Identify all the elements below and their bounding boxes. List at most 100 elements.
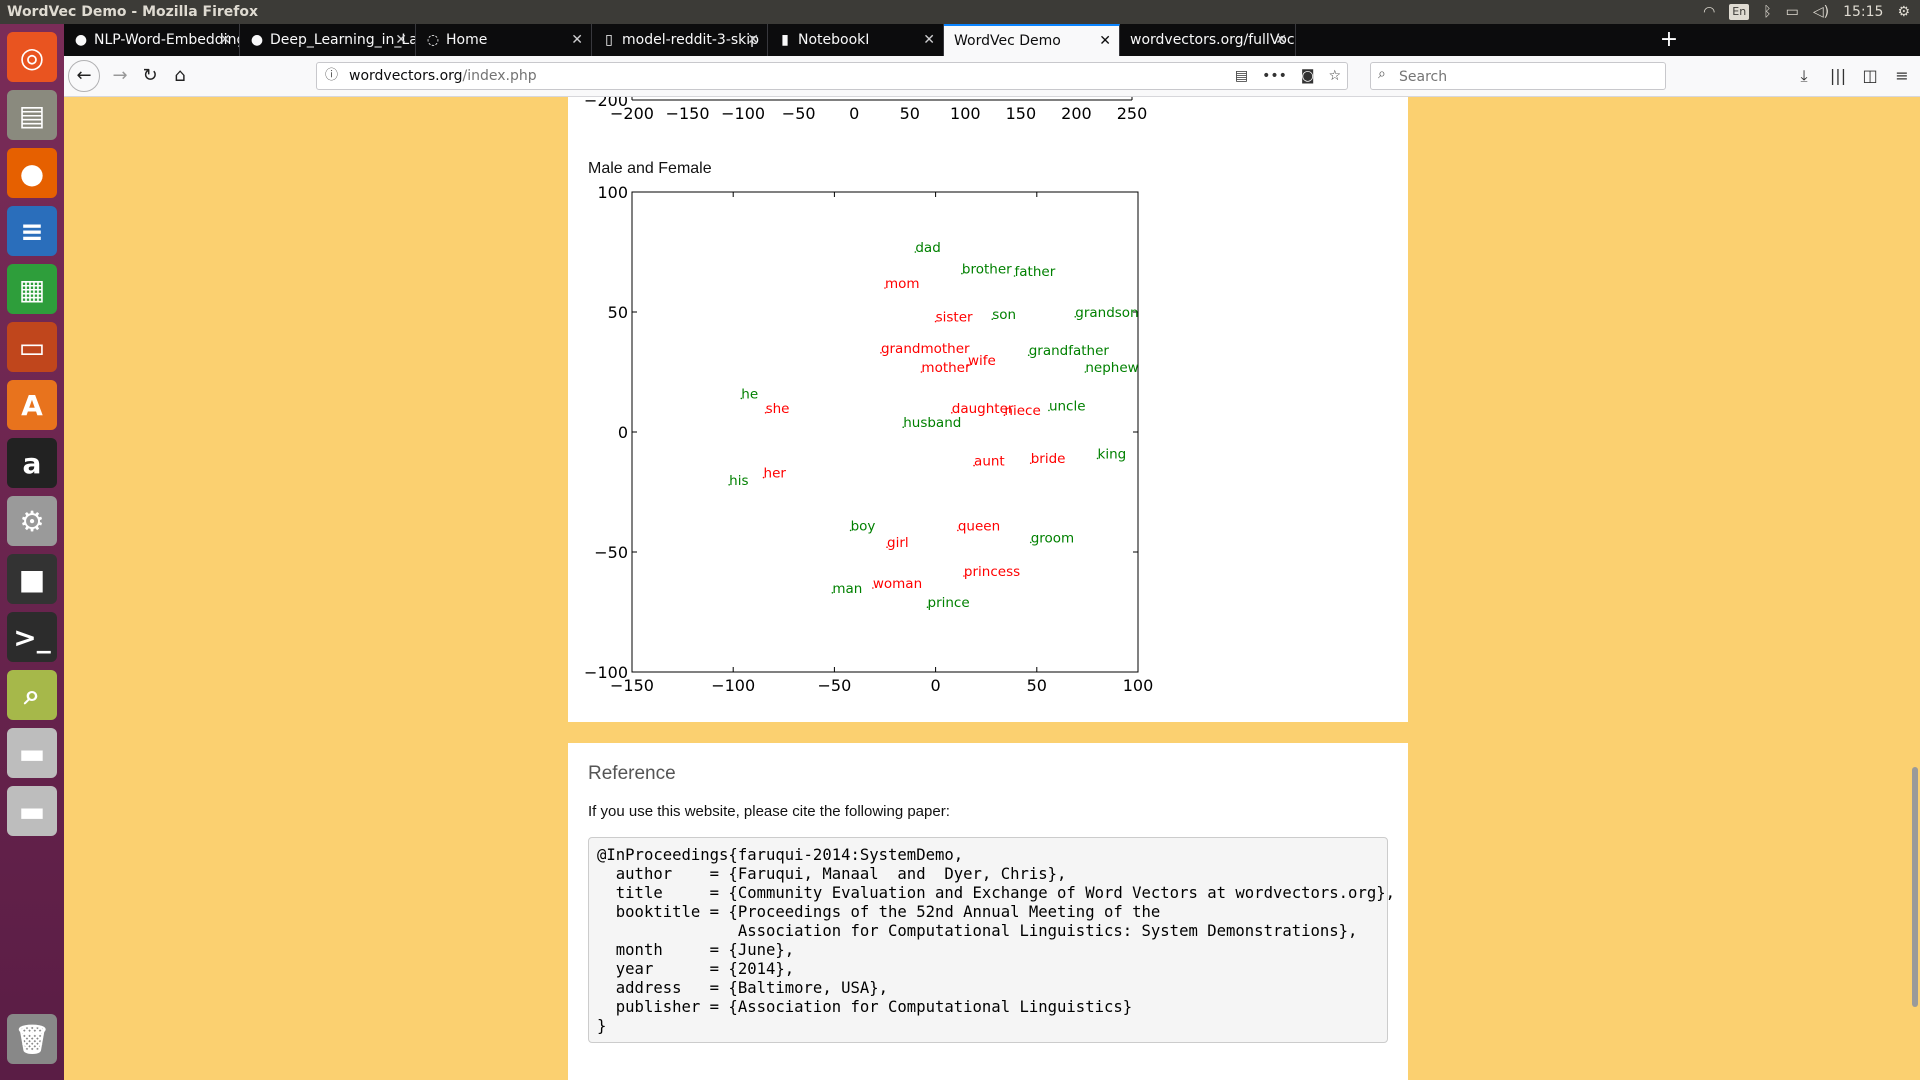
data-point <box>740 397 743 400</box>
data-point <box>920 371 923 373</box>
battery-icon[interactable]: ▭ <box>1785 4 1799 20</box>
plot-frame <box>631 191 1139 673</box>
tab-6[interactable]: WordVec Demo ✕ <box>944 24 1120 56</box>
site-info-icon[interactable]: ⓘ <box>325 68 339 83</box>
search-icon: ⌕ <box>1378 66 1386 82</box>
keyboard-layout-indicator[interactable]: En <box>1729 4 1750 20</box>
volume-icon[interactable]: ◁) <box>1812 4 1830 20</box>
url-bar[interactable]: ⓘ wordvectors.org/index.php ▤ ••• ◙ ☆ <box>316 62 1348 90</box>
word-label-she: she <box>766 401 790 417</box>
word-label-king: king <box>1098 446 1127 462</box>
reader-view-icon[interactable]: ▤ <box>1234 68 1249 84</box>
x-tick-label: 50 <box>1027 676 1047 695</box>
tab-label: NLP-Word-Embeddings <box>94 32 240 48</box>
new-tab-button[interactable]: + <box>1659 27 1679 52</box>
system-settings-icon[interactable]: ⚙ <box>7 496 57 546</box>
download-icon: ⤓ <box>1800 66 1808 85</box>
tab-2[interactable]: ● Deep_Learning_in_Lang✕ <box>240 24 416 56</box>
word-label-grandfather: grandfather <box>1029 343 1110 359</box>
scatter-plot-male-female: −150 −100 −50 0 50 100100500−50−100dadbrother… <box>584 183 1153 695</box>
files-icon[interactable]: ▤ <box>7 90 57 140</box>
word-label-queen: queen <box>958 518 1000 534</box>
firefox-icon[interactable]: ● <box>7 148 57 198</box>
tab-close-icon[interactable]: ✕ <box>747 32 759 48</box>
bookmark-star-icon[interactable]: ☆ <box>1328 68 1341 84</box>
data-point <box>764 412 767 414</box>
library-button[interactable]: ||| <box>1824 62 1852 90</box>
sidebar-button[interactable]: ◫ <box>1856 62 1884 90</box>
power-icon[interactable]: ⚙ <box>1897 4 1910 20</box>
tab-label: NotebookI <box>798 32 870 48</box>
wifi-icon[interactable]: ◠ <box>1703 4 1716 20</box>
word-label-woman: woman <box>873 576 922 592</box>
word-label-uncle: uncle <box>1049 398 1086 414</box>
tab-bar: ● NLP-Word-Embeddings ✕ ● Deep_Learning_in_L… <box>64 24 1920 56</box>
screen-lock-icon[interactable]: ■ <box>7 554 57 604</box>
word-label-mother: mother <box>921 360 971 376</box>
tab-close-icon[interactable]: ✕ <box>219 32 231 48</box>
data-point <box>849 529 852 532</box>
calc-icon[interactable]: ▦ <box>7 264 57 314</box>
x-tick-label: −150 <box>610 676 654 695</box>
image-viewer-icon[interactable]: ⌕ <box>7 670 57 720</box>
home-button[interactable]: ⌂ <box>164 60 196 92</box>
tab-7[interactable]: wordvectors.org/fullVocab ✕ <box>1120 24 1296 56</box>
y-tick-label: 0 <box>618 423 628 442</box>
search-input[interactable] <box>1397 66 1661 88</box>
data-point <box>1074 316 1077 318</box>
bibtex-line: @InProceedings{faruqui-2014:SystemDemo, <box>597 846 964 864</box>
tab-close-icon[interactable]: ✕ <box>1275 32 1287 48</box>
plot1-x-tick-label: −50 <box>782 104 816 123</box>
word-label-mom: mom <box>885 276 920 292</box>
plot1-x-tick-label: −150 <box>666 104 710 123</box>
terminal-icon[interactable]: >_ <box>7 612 57 662</box>
tab-close-icon[interactable]: ✕ <box>923 32 935 48</box>
system-top-bar: WordVec Demo - Mozilla Firefox ◠ En ᛒ ▭ … <box>0 0 1920 24</box>
pocket-icon[interactable]: ◙ <box>1300 68 1315 84</box>
writer-icon[interactable]: ≡ <box>7 206 57 256</box>
clock[interactable]: 15:15 <box>1843 4 1884 20</box>
reference-heading: Reference <box>588 763 676 784</box>
tab-3[interactable]: ◌ Home ✕ <box>416 24 592 56</box>
page-scrollbar[interactable] <box>1912 767 1918 1007</box>
word-label-niece: niece <box>1004 403 1040 419</box>
search-bar[interactable]: ⌕ <box>1370 62 1666 90</box>
word-label-son: son <box>992 307 1016 323</box>
tab-close-icon[interactable]: ✕ <box>1099 33 1111 49</box>
drive-2-icon[interactable]: ▬ <box>7 786 57 836</box>
amazon-icon[interactable]: a <box>7 438 57 488</box>
url-text: wordvectors.org/index.php <box>349 63 537 89</box>
ubuntu-dash-icon[interactable]: ◎ <box>7 32 57 82</box>
tab-4[interactable]: ▯ model-reddit-3-skip ✕ <box>592 24 768 56</box>
data-point <box>1048 409 1050 412</box>
tab-close-icon[interactable]: ✕ <box>395 32 407 48</box>
data-point <box>872 587 874 589</box>
bibtex-citation-block[interactable]: @InProceedings{faruqui-2014:SystemDemo, … <box>588 837 1395 1043</box>
page-actions-icon[interactable]: ••• <box>1262 68 1287 84</box>
drive-icon[interactable]: ▬ <box>7 728 57 778</box>
forward-button[interactable]: → <box>104 60 136 92</box>
downloads-button[interactable]: ⤓ <box>1790 62 1818 90</box>
file-icon: ▯ <box>605 32 613 48</box>
word-label-grandmother: grandmother <box>881 341 970 357</box>
menu-button[interactable]: ≡ <box>1888 62 1916 90</box>
software-center-icon[interactable]: A <box>7 380 57 430</box>
bluetooth-icon[interactable]: ᛒ <box>1763 4 1772 20</box>
bibtex-line: booktitle = {Proceedings of the 52nd Ann… <box>597 903 1161 921</box>
trash-icon[interactable]: 🗑 <box>7 1014 57 1064</box>
tab-1[interactable]: ● NLP-Word-Embeddings ✕ <box>64 24 240 56</box>
reload-button[interactable]: ↻ <box>134 60 166 92</box>
word-label-boy: boy <box>851 518 876 534</box>
data-point <box>1096 457 1099 460</box>
tab-close-icon[interactable]: ✕ <box>571 32 583 48</box>
word-label-girl: girl <box>887 535 909 551</box>
word-label-aunt: aunt <box>974 454 1005 470</box>
tab-5[interactable]: ▮ NotebookI ✕ <box>768 24 944 56</box>
impress-icon[interactable]: ▭ <box>7 322 57 372</box>
data-point <box>1013 275 1016 277</box>
scatter-plot-top-partial: −200 −150 −100 −50 0 50 100 150 200 250 −200 <box>584 97 1147 123</box>
y-tick-label: −100 <box>584 663 628 682</box>
y-tick-label: −50 <box>594 543 628 562</box>
back-button[interactable]: ← <box>68 60 100 92</box>
bibtex-line: title = {Community Evaluation and Exchan… <box>597 884 1395 902</box>
